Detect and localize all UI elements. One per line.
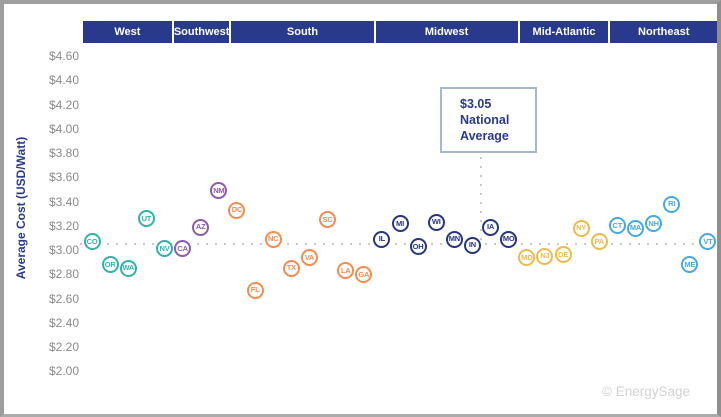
state-bubble-tx: TX <box>282 259 300 277</box>
state-bubble-ga: GA <box>355 265 373 283</box>
y-tick-label: $2.40 <box>48 315 79 330</box>
state-bubble-in: IN <box>463 236 481 254</box>
state-bubble-oh: OH <box>409 237 427 255</box>
y-tick-label: $2.80 <box>48 267 79 282</box>
state-bubble-ut: UT <box>137 210 155 228</box>
region-band-southwest: Southwest <box>171 21 230 43</box>
y-tick-label: $3.80 <box>48 146 79 161</box>
state-bubble-me: ME <box>681 256 699 274</box>
region-band-midwest: Midwest <box>373 21 518 43</box>
y-tick-label: $3.60 <box>48 170 79 185</box>
state-bubble-ri: RI <box>663 195 681 213</box>
region-band-mid-atlantic: Mid-Atlantic <box>517 21 609 43</box>
y-tick-label: $4.60 <box>48 49 79 64</box>
state-bubble-co: CO <box>83 233 101 251</box>
y-tick-label: $3.00 <box>48 243 79 258</box>
national-average-label-line1: National <box>460 112 510 127</box>
state-bubble-ny: NY <box>572 219 590 237</box>
region-band-northeast: Northeast <box>608 21 717 43</box>
state-bubble-md: MD <box>518 248 536 266</box>
state-bubble-la: LA <box>337 262 355 280</box>
state-bubble-mn: MN <box>445 230 463 248</box>
state-bubble-nm: NM <box>210 182 228 200</box>
region-band-south: South <box>229 21 374 43</box>
y-tick-label: $4.40 <box>48 73 79 88</box>
state-bubble-vt: VT <box>699 233 717 251</box>
national-average-label-line2: Average <box>460 129 509 144</box>
state-bubble-de: DE <box>554 246 572 264</box>
state-bubble-il: IL <box>373 230 391 248</box>
state-bubble-mi: MI <box>391 214 409 232</box>
state-bubble-nh: NH <box>645 214 663 232</box>
state-bubble-az: AZ <box>192 218 210 236</box>
state-bubble-wi: WI <box>427 213 445 231</box>
y-tick-label: $3.40 <box>48 194 79 209</box>
region-band-west: West <box>83 21 172 43</box>
y-tick-label: $2.00 <box>48 364 79 379</box>
energysage-credit: © EnergySage <box>602 384 691 399</box>
y-tick-label: $3.20 <box>48 218 79 233</box>
y-tick-label: $2.20 <box>48 340 79 355</box>
state-bubble-wa: WA <box>119 259 137 277</box>
y-tick-label: $4.00 <box>48 121 79 136</box>
state-bubble-ca: CA <box>174 240 192 258</box>
national-average-dotted-line <box>80 243 715 245</box>
state-bubble-sc: SC <box>319 211 337 229</box>
state-bubble-va: VA <box>300 248 318 266</box>
state-bubble-nj: NJ <box>536 247 554 265</box>
state-bubble-ct: CT <box>608 217 626 235</box>
region-header-row: West Southwest South Midwest Mid-Atlantic Nor… <box>83 21 717 43</box>
state-bubble-fl: FL <box>246 281 264 299</box>
y-axis-title: Average Cost (USD/Watt) <box>14 136 28 280</box>
national-average-pointer-line <box>480 157 482 243</box>
state-bubble-pa: PA <box>590 233 608 251</box>
state-bubble-or: OR <box>101 256 119 274</box>
state-bubble-nv: NV <box>156 240 173 258</box>
state-bubble-dc: DC <box>228 201 246 219</box>
national-average-value: $3.05 <box>460 96 492 111</box>
y-tick-label: $4.20 <box>48 97 79 112</box>
state-bubble-ia: IA <box>482 218 500 236</box>
state-bubble-ma: MA <box>626 219 644 237</box>
y-tick-label: $2.60 <box>48 291 79 306</box>
state-bubble-mo: MO <box>500 230 518 248</box>
national-average-callout: $3.05 National Average <box>440 87 537 153</box>
state-bubble-nc: NC <box>264 230 282 248</box>
